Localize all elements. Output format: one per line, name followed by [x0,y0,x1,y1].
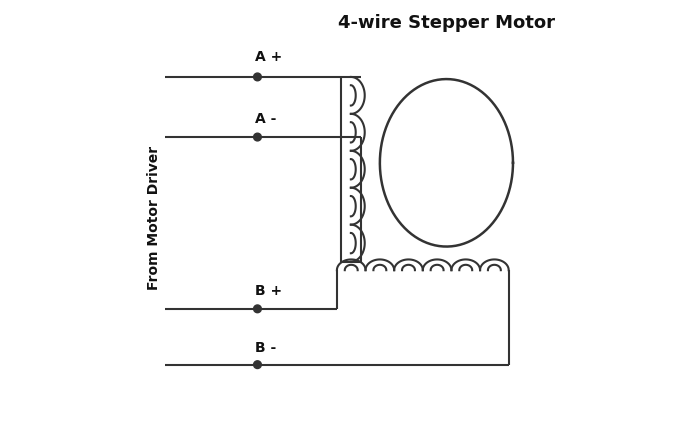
Text: A +: A + [255,50,283,64]
Circle shape [254,305,261,313]
Text: B +: B + [255,283,283,297]
Text: From Motor Driver: From Motor Driver [147,145,162,289]
Text: B -: B - [255,340,276,354]
Circle shape [254,361,261,368]
Text: A -: A - [255,112,276,126]
Text: 4-wire Stepper Motor: 4-wire Stepper Motor [338,13,555,31]
Circle shape [254,74,261,82]
Circle shape [254,134,261,141]
